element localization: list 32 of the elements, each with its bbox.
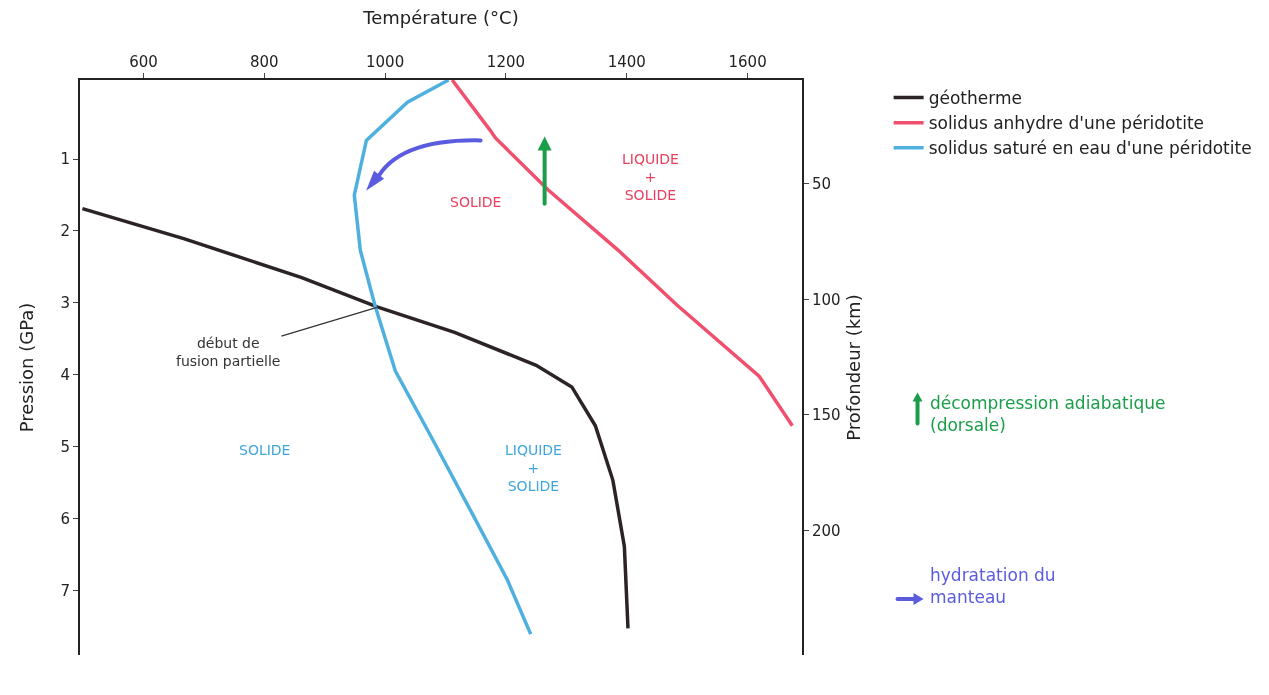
- line-series: [450, 80, 795, 428]
- x-axis-title: Température (°C): [362, 7, 519, 28]
- legend-label: géotherme: [928, 88, 1022, 109]
- y2-tick-label: 50: [812, 175, 832, 194]
- line-series: [80, 206, 630, 631]
- annotation: SOLIDE: [239, 442, 291, 458]
- y-tick-label: 3: [60, 294, 70, 313]
- y-tick-label: 7: [60, 581, 70, 600]
- text: décompression adiabatique (dorsale): [930, 393, 1166, 436]
- x-tick-label: 1000: [366, 53, 405, 71]
- x-tick-label: 1600: [728, 53, 767, 71]
- y2-axis-title: Profondeur (km): [842, 294, 864, 441]
- y-tick-label: 2: [60, 222, 70, 241]
- legend-label: solidus anhydre d'une péridotite: [928, 113, 1205, 134]
- annotation: LIQUIDE + SOLIDE: [622, 151, 679, 204]
- y-tick-label: 5: [60, 437, 70, 456]
- y-axis-title: Pression (GPa): [16, 302, 37, 433]
- y-tick-label: 6: [60, 509, 70, 528]
- y2-tick-label: 150: [812, 406, 841, 425]
- x-tick-label: 1400: [607, 53, 646, 71]
- x-tick-label: 800: [249, 53, 279, 71]
- x-tick-label: 600: [129, 53, 158, 71]
- annotation: début de fusion partielle: [176, 335, 281, 370]
- annotation: LIQUIDE + SOLIDE: [505, 442, 562, 495]
- y-tick-label: 4: [60, 365, 70, 384]
- text: hydratation du manteau: [930, 565, 1056, 608]
- legend-label: solidus saturé en eau d'une péridotite: [928, 138, 1252, 159]
- annotation: SOLIDE: [450, 194, 502, 210]
- y2-tick-label: 100: [812, 290, 841, 309]
- y2-tick-label: 200: [812, 521, 841, 540]
- x-tick-label: 1200: [486, 53, 526, 71]
- y-tick-label: 1: [60, 150, 70, 169]
